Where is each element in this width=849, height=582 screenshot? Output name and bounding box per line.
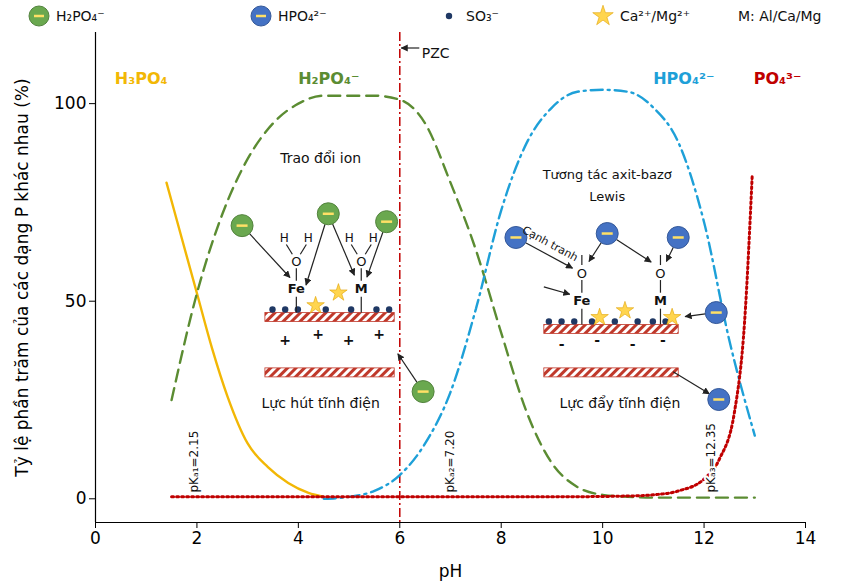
- svg-text:M: Al/Ca/Mg: M: Al/Ca/Mg: [738, 8, 821, 24]
- svg-text:Trao đổi ion: Trao đổi ion: [279, 150, 361, 166]
- svg-text:PO₄³⁻: PO₄³⁻: [754, 69, 802, 88]
- svg-text:H: H: [304, 231, 313, 245]
- svg-text:Lực hút tĩnh điện: Lực hút tĩnh điện: [262, 395, 380, 411]
- svg-text:4: 4: [293, 528, 304, 548]
- svg-text:pKₐ₂=7.20: pKₐ₂=7.20: [443, 431, 457, 493]
- svg-text:Fe: Fe: [288, 281, 305, 296]
- svg-text:H₃PO₄: H₃PO₄: [115, 69, 168, 88]
- svg-text:-: -: [594, 332, 600, 348]
- svg-text:8: 8: [496, 528, 507, 548]
- svg-text:12: 12: [693, 528, 715, 548]
- svg-text:6: 6: [394, 528, 405, 548]
- svg-text:pKₐ₁=2.15: pKₐ₁=2.15: [187, 431, 201, 493]
- svg-text:Tương tác axit-bazơ: Tương tác axit-bazơ: [542, 167, 672, 182]
- svg-text:H₂PO₄⁻: H₂PO₄⁻: [298, 69, 359, 88]
- svg-text:O: O: [356, 254, 366, 269]
- svg-text:-: -: [559, 336, 565, 352]
- svg-text:O: O: [291, 254, 301, 269]
- svg-text:H: H: [369, 231, 378, 245]
- svg-text:14: 14: [795, 528, 817, 548]
- svg-text:O: O: [655, 266, 665, 281]
- svg-text:Tỷ lệ phần trăm của các dạng P: Tỷ lệ phần trăm của các dạng P khác nhau…: [12, 78, 32, 477]
- svg-text:HPO₄²⁻: HPO₄²⁻: [653, 69, 714, 88]
- svg-text:10: 10: [592, 528, 614, 548]
- svg-text:Ca²⁺/Mg²⁺: Ca²⁺/Mg²⁺: [620, 8, 690, 24]
- svg-text:0: 0: [76, 488, 87, 508]
- svg-text:H: H: [345, 231, 354, 245]
- svg-text:Fe: Fe: [573, 293, 590, 308]
- svg-text:50: 50: [65, 291, 87, 311]
- svg-text:+: +: [373, 326, 385, 342]
- svg-text:M: M: [355, 281, 368, 296]
- svg-text:100: 100: [54, 93, 86, 113]
- svg-text:Cạnh tranh: Cạnh tranh: [520, 224, 580, 265]
- svg-text:+: +: [343, 332, 355, 348]
- svg-text:H: H: [280, 231, 289, 245]
- svg-text:-: -: [630, 336, 636, 352]
- svg-text:+: +: [279, 332, 291, 348]
- svg-text:2: 2: [192, 528, 203, 548]
- svg-text:SO₃⁻: SO₃⁻: [466, 8, 499, 24]
- svg-text:+: +: [312, 326, 324, 342]
- svg-text:PZC: PZC: [422, 45, 450, 61]
- svg-text:Lewis: Lewis: [589, 189, 625, 204]
- svg-text:pH: pH: [439, 561, 463, 581]
- svg-text:HPO₄²⁻: HPO₄²⁻: [278, 8, 327, 24]
- svg-text:M: M: [654, 293, 667, 308]
- svg-text:-: -: [660, 332, 666, 348]
- svg-text:pKₐ₃=12.35: pKₐ₃=12.35: [704, 423, 718, 492]
- svg-text:Lực đẩy tĩnh điện: Lực đẩy tĩnh điện: [559, 395, 680, 411]
- svg-text:0: 0: [90, 528, 101, 548]
- svg-text:H₂PO₄⁻: H₂PO₄⁻: [56, 8, 105, 24]
- svg-text:O: O: [577, 266, 587, 281]
